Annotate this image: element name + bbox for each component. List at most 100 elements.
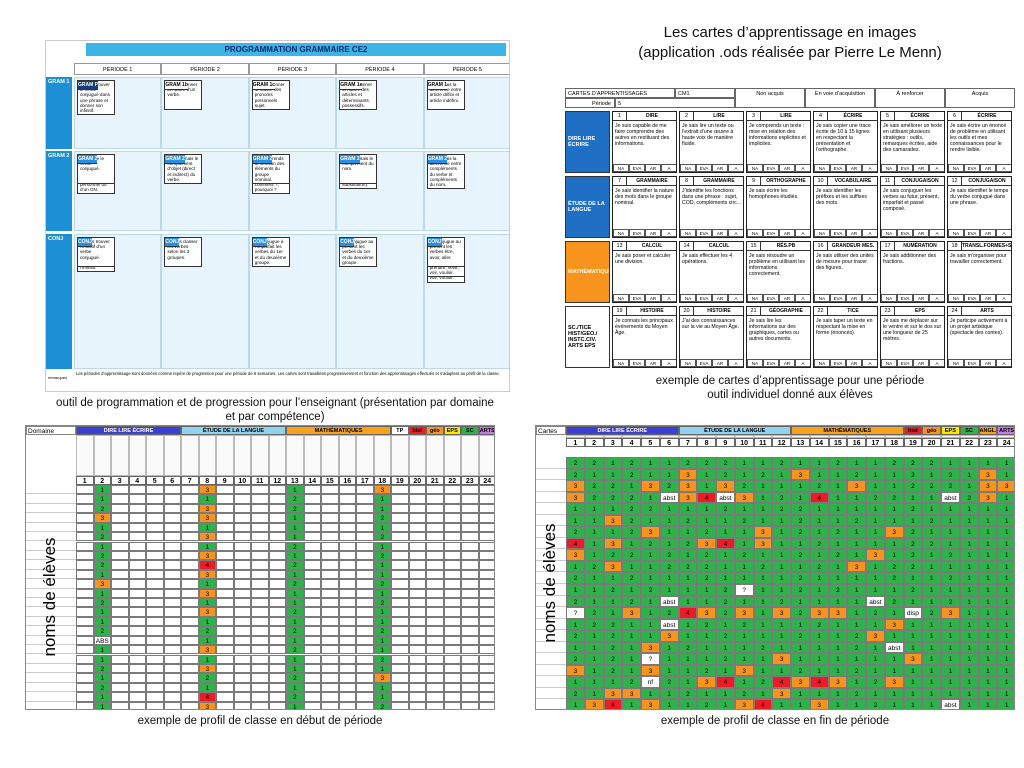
grid-cell bbox=[146, 645, 164, 655]
grid-cell bbox=[321, 560, 339, 570]
grid-cell: 1 bbox=[884, 480, 904, 492]
student-name-cell bbox=[536, 584, 566, 596]
grid-cell: 2 bbox=[93, 682, 111, 693]
grid-cell bbox=[216, 494, 234, 504]
grid-cell: 2 bbox=[922, 514, 941, 527]
grid-cell: 1 bbox=[884, 514, 904, 527]
grid-cell bbox=[268, 635, 286, 646]
grid-cell: 1 bbox=[566, 641, 585, 654]
grid-cell: 2 bbox=[716, 653, 735, 665]
grid-cell: 3 bbox=[809, 699, 829, 709]
grid-cell: 1 bbox=[997, 584, 1014, 596]
column-number: 22 bbox=[959, 438, 979, 447]
domain-band: géo bbox=[426, 426, 444, 435]
grid-cell bbox=[76, 663, 94, 674]
scale-cell: A bbox=[795, 359, 810, 367]
grid-cell bbox=[356, 635, 374, 646]
grid-cell bbox=[216, 569, 234, 580]
grid-cell: 2 bbox=[373, 513, 391, 523]
grid-cell bbox=[233, 503, 251, 514]
grid-cell: 1 bbox=[716, 514, 735, 527]
grid-cell bbox=[216, 541, 234, 551]
card-text: Je sais utiliser des unités de mesure po… bbox=[816, 253, 874, 271]
grid-cell: 3 bbox=[622, 687, 641, 700]
scale-cell: AR bbox=[846, 164, 862, 172]
grid-cell bbox=[181, 588, 199, 598]
grid-cell: 2 bbox=[791, 572, 810, 584]
grid-cell: 1 bbox=[716, 572, 735, 584]
row-label: GRAM 2 bbox=[46, 151, 72, 231]
card-title: RÉS.PB bbox=[761, 242, 810, 251]
column-number: 21 bbox=[941, 438, 960, 447]
column-number: 19 bbox=[903, 438, 923, 447]
grid-cell: 1 bbox=[922, 549, 941, 561]
grid-cell bbox=[233, 682, 251, 693]
grid-cell: 4 bbox=[809, 676, 829, 688]
grid-cell: 1 bbox=[828, 480, 848, 492]
grid-cell: 1 bbox=[791, 699, 810, 709]
grid-cell: 2 bbox=[922, 457, 941, 469]
grid-cell: 1 bbox=[93, 673, 111, 683]
grid-cell bbox=[111, 635, 129, 646]
grid-cell: 1 bbox=[678, 664, 698, 677]
grid-cell: 1 bbox=[959, 480, 979, 492]
subheader-cell bbox=[884, 435, 904, 438]
grid-cell bbox=[426, 560, 444, 570]
grid-cell: 1 bbox=[373, 522, 391, 533]
grid-cell bbox=[216, 663, 234, 674]
student-name-cell bbox=[26, 513, 76, 523]
grid-cell bbox=[111, 607, 129, 617]
card: GRAM 1bJe sais donner la nature d’un ver… bbox=[164, 80, 203, 110]
grid-cell: 1 bbox=[959, 584, 979, 596]
grid-cell bbox=[163, 645, 181, 655]
grid-cell bbox=[478, 682, 494, 693]
grid-cell: 1 bbox=[584, 641, 604, 654]
card-number: 5 bbox=[881, 112, 895, 121]
grid-cell bbox=[461, 560, 479, 570]
grid-cell: 1 bbox=[373, 560, 391, 570]
card-number: 24 bbox=[948, 307, 962, 316]
card: GRAM 1eJe sais donner la nature des arti… bbox=[339, 80, 378, 111]
student-name-cell bbox=[26, 673, 76, 683]
scale-cell: EVA bbox=[897, 294, 913, 302]
grid-cell: 3 bbox=[697, 537, 716, 550]
grid-cell: 1 bbox=[959, 641, 979, 654]
grid-cell bbox=[251, 607, 269, 617]
student-name-cell bbox=[536, 687, 566, 700]
grid-cell: 1 bbox=[903, 676, 923, 688]
grid-cell bbox=[321, 550, 339, 561]
grid-cell: 1 bbox=[809, 664, 829, 677]
grid-cell bbox=[408, 607, 426, 617]
grid-cell: 2 bbox=[809, 618, 829, 631]
learning-card: 5 ÉCRIRE Je sais améliorer un texte en uti… bbox=[880, 111, 945, 173]
grid-cell bbox=[111, 503, 129, 514]
scale-cell: NA bbox=[881, 359, 897, 367]
grid-cell: 1 bbox=[828, 664, 848, 677]
grid-cell: 1 bbox=[884, 653, 904, 665]
grid-cell: 2 bbox=[584, 480, 604, 492]
grid-cell bbox=[321, 569, 339, 580]
grid-cell: 2 bbox=[753, 560, 773, 573]
period-cell: GRAM 2Je distingue compléments essentiel… bbox=[161, 151, 249, 231]
level-header: À renforcer bbox=[875, 88, 945, 108]
domain-band: ANGL. bbox=[978, 426, 998, 435]
card-title: GRANDEUR MES. bbox=[828, 242, 877, 251]
grid-cell: 1 bbox=[373, 588, 391, 598]
subheader-cell bbox=[847, 435, 866, 438]
period-cell: GRAM 1fJe sais donner la nature des adje… bbox=[423, 77, 509, 149]
grid-cell: 2 bbox=[866, 607, 885, 619]
grid-cell: 1 bbox=[978, 653, 998, 665]
student-name-cell bbox=[536, 526, 566, 538]
grid-cell: 1 bbox=[622, 618, 641, 631]
card-title: GRAMMAIRE bbox=[627, 177, 676, 186]
learning-card: 2 LIRE Je sais lire un texte ou l’extrait … bbox=[679, 111, 744, 173]
learning-card: 7 GRAMMAIRE Je sais identifier la nature d… bbox=[612, 176, 677, 238]
grid-cell bbox=[251, 532, 269, 542]
column-number: 9 bbox=[716, 438, 735, 447]
grid-cell bbox=[443, 494, 461, 504]
grid-cell bbox=[478, 645, 494, 655]
grid-cell bbox=[76, 673, 94, 683]
student-name-cell bbox=[26, 663, 76, 674]
scale-cell: A bbox=[661, 294, 676, 302]
